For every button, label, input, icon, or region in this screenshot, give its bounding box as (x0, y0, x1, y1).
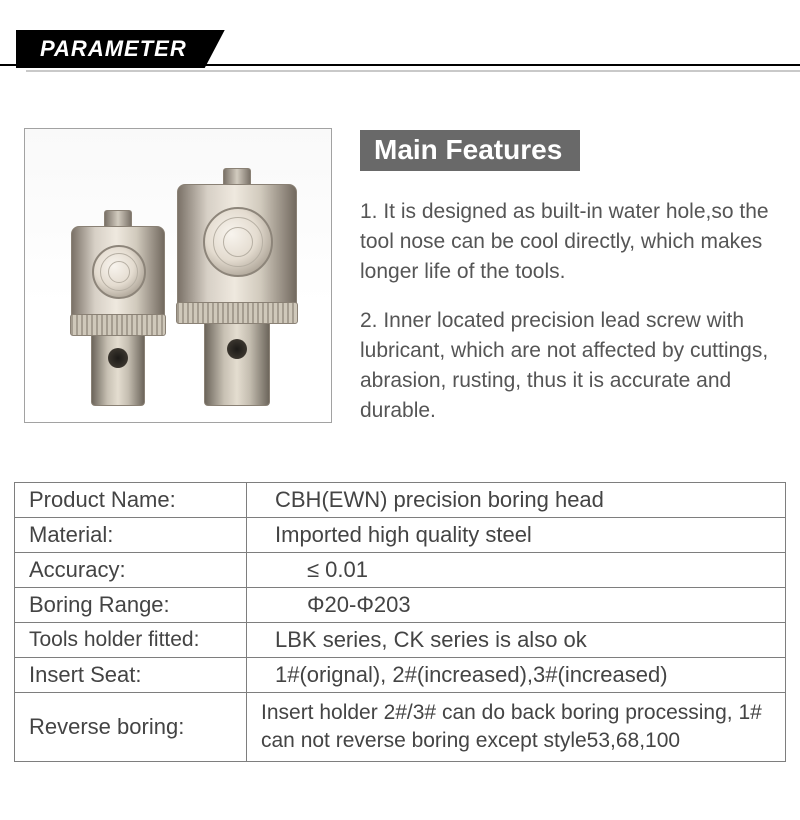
spec-val: CBH(EWN) precision boring head (247, 482, 786, 517)
table-row: Boring Range: Φ20-Φ203 (15, 587, 786, 622)
feature-item-2: 2. Inner located precision lead screw wi… (360, 306, 776, 425)
table-row: Material: Imported high quality steel (15, 517, 786, 552)
boring-head-small-icon (71, 226, 165, 336)
spec-key: Accuracy: (15, 552, 247, 587)
table-row: Accuracy: ≤ 0.01 (15, 552, 786, 587)
spec-key: Tools holder fitted: (15, 622, 247, 657)
spec-val: Imported high quality steel (247, 517, 786, 552)
table-row: Reverse boring: Insert holder 2#/3# can … (15, 692, 786, 762)
spec-key: Material: (15, 517, 247, 552)
spec-val: ≤ 0.01 (247, 552, 786, 587)
spec-val: Insert holder 2#/3# can do back boring p… (247, 692, 786, 762)
parameter-header: PARAMETER (0, 20, 800, 80)
spec-key: Boring Range: (15, 587, 247, 622)
spec-val: LBK series, CK series is also ok (247, 622, 786, 657)
top-row: Main Features 1. It is designed as built… (0, 80, 800, 454)
product-image (24, 128, 332, 423)
table-row: Product Name: CBH(EWN) precision boring … (15, 482, 786, 517)
spec-key: Reverse boring: (15, 692, 247, 762)
main-features-heading: Main Features (360, 130, 580, 171)
header-underline-shadow (26, 70, 800, 72)
spec-val: 1#(orignal), 2#(increased),3#(increased) (247, 657, 786, 692)
spec-key: Insert Seat: (15, 657, 247, 692)
spec-key: Product Name: (15, 482, 247, 517)
boring-head-large-icon (177, 184, 297, 324)
table-row: Insert Seat: 1#(orignal), 2#(increased),… (15, 657, 786, 692)
parameter-banner: PARAMETER (16, 30, 225, 68)
spec-table: Product Name: CBH(EWN) precision boring … (14, 482, 786, 763)
feature-item-1: 1. It is designed as built-in water hole… (360, 197, 776, 286)
main-features-block: Main Features 1. It is designed as built… (360, 128, 776, 446)
table-row: Tools holder fitted: LBK series, CK seri… (15, 622, 786, 657)
spec-val: Φ20-Φ203 (247, 587, 786, 622)
